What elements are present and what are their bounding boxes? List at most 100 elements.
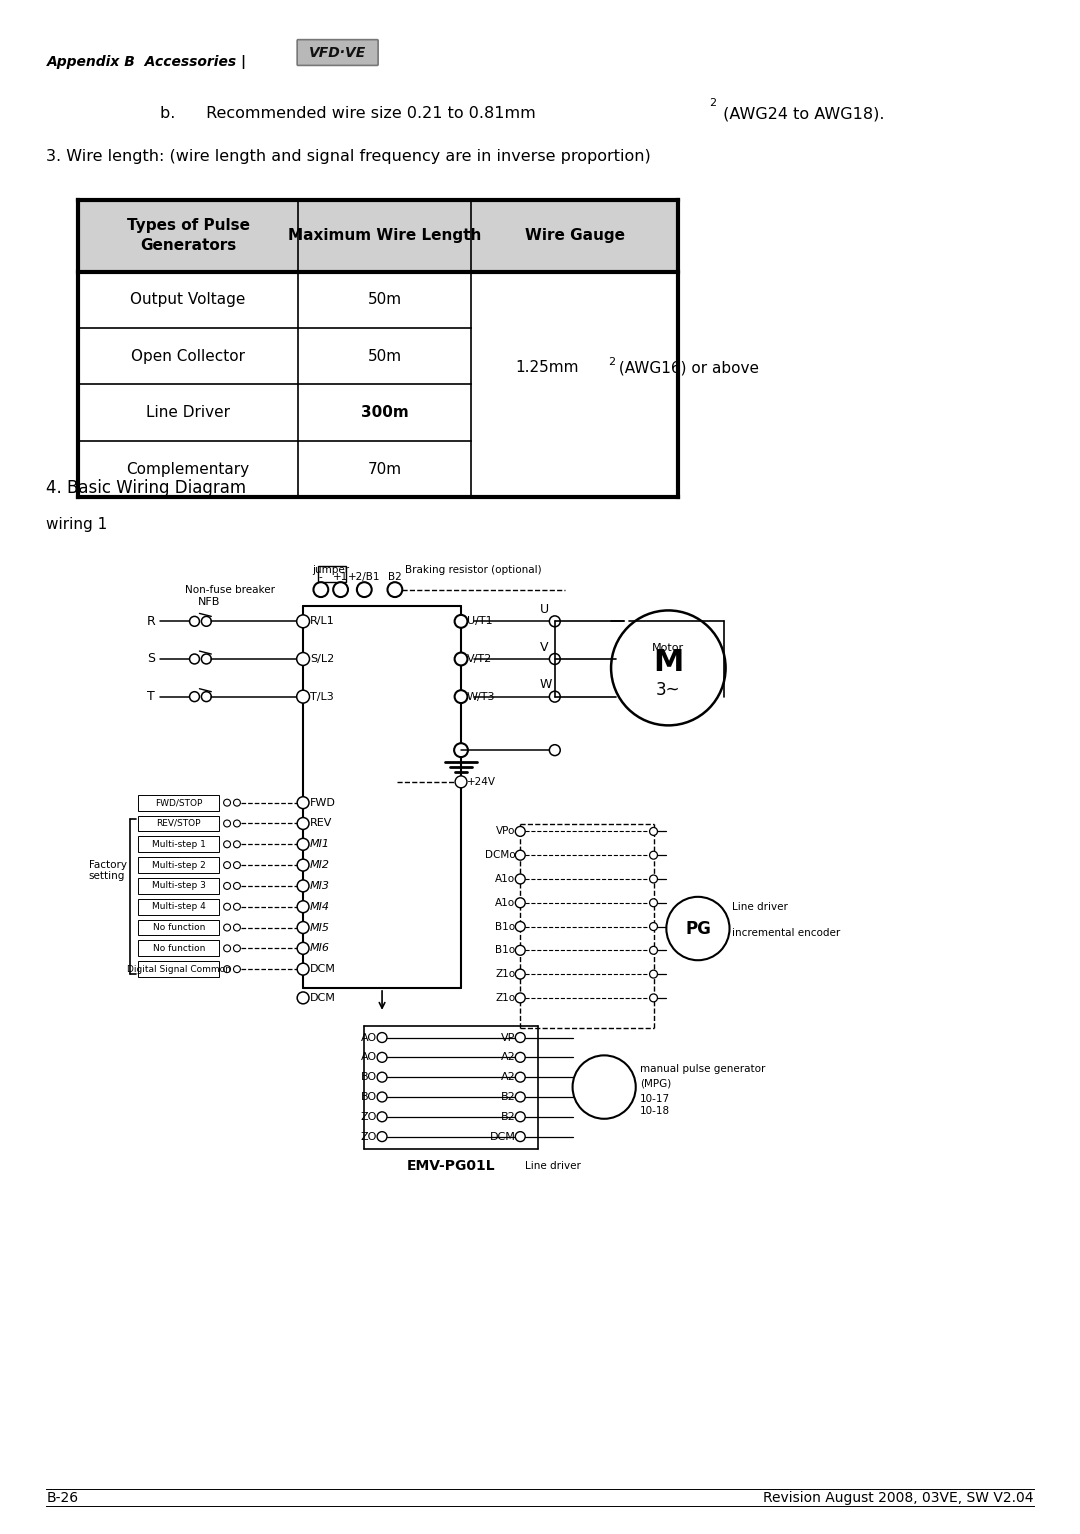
- Circle shape: [224, 882, 230, 890]
- Text: R: R: [146, 615, 156, 627]
- Text: No function: No function: [152, 923, 205, 933]
- Text: Digital Signal Common: Digital Signal Common: [126, 965, 231, 974]
- Circle shape: [515, 992, 525, 1003]
- Text: 3~: 3~: [656, 681, 680, 698]
- Bar: [138, 858, 219, 873]
- Text: MI6: MI6: [310, 943, 330, 953]
- Text: R/L1: R/L1: [310, 617, 335, 626]
- Circle shape: [454, 742, 468, 758]
- Circle shape: [224, 966, 230, 973]
- Circle shape: [297, 652, 310, 666]
- Circle shape: [515, 945, 525, 956]
- Text: M: M: [653, 649, 684, 678]
- Text: Factory: Factory: [89, 861, 126, 870]
- Text: REV/STOP: REV/STOP: [157, 819, 201, 828]
- Circle shape: [550, 653, 561, 664]
- Circle shape: [515, 922, 525, 931]
- Text: MI1: MI1: [310, 839, 330, 850]
- Circle shape: [515, 969, 525, 979]
- Text: 10-17: 10-17: [639, 1094, 670, 1104]
- Circle shape: [190, 692, 200, 701]
- Circle shape: [297, 615, 310, 627]
- Text: (AWG16) or above: (AWG16) or above: [615, 360, 759, 374]
- Text: Motor: Motor: [652, 643, 685, 653]
- Text: MI4: MI4: [310, 902, 330, 911]
- Text: REV: REV: [310, 819, 333, 828]
- Text: 50m: 50m: [367, 348, 402, 364]
- Circle shape: [649, 946, 658, 954]
- Circle shape: [515, 1132, 525, 1141]
- Text: 50m: 50m: [367, 293, 402, 307]
- Text: B2: B2: [500, 1112, 515, 1121]
- Bar: [138, 795, 219, 810]
- Text: 70m: 70m: [367, 462, 402, 477]
- Text: V: V: [540, 641, 549, 653]
- Text: No function: No function: [152, 943, 205, 953]
- Bar: [78, 199, 678, 272]
- Circle shape: [515, 1072, 525, 1081]
- Circle shape: [297, 690, 310, 703]
- Circle shape: [550, 692, 561, 703]
- Text: A1o: A1o: [496, 897, 515, 908]
- Text: B1o: B1o: [496, 945, 515, 956]
- Circle shape: [233, 966, 241, 973]
- Text: BO: BO: [361, 1072, 377, 1081]
- Text: 4. Basic Wiring Diagram: 4. Basic Wiring Diagram: [46, 479, 246, 497]
- Text: Line driver: Line driver: [732, 902, 788, 911]
- Text: Complementary: Complementary: [126, 462, 249, 477]
- Text: Output Voltage: Output Voltage: [131, 293, 246, 307]
- Circle shape: [233, 904, 241, 910]
- Circle shape: [224, 923, 230, 931]
- Text: ZO: ZO: [361, 1132, 377, 1141]
- Circle shape: [455, 690, 468, 703]
- Circle shape: [377, 1052, 387, 1063]
- Text: incremental encoder: incremental encoder: [732, 928, 840, 939]
- Circle shape: [233, 821, 241, 827]
- Circle shape: [377, 1112, 387, 1121]
- Text: FWD: FWD: [310, 798, 336, 808]
- Circle shape: [666, 897, 729, 960]
- Text: NFB: NFB: [198, 597, 220, 606]
- Text: T: T: [147, 690, 156, 703]
- Circle shape: [649, 969, 658, 979]
- Text: jumper: jumper: [312, 565, 349, 575]
- Text: manual pulse generator: manual pulse generator: [639, 1065, 765, 1074]
- Text: Line driver: Line driver: [525, 1161, 581, 1172]
- Bar: [138, 877, 219, 894]
- Text: B-26: B-26: [46, 1491, 79, 1505]
- Text: Z1o: Z1o: [496, 969, 515, 979]
- Circle shape: [515, 827, 525, 836]
- Circle shape: [233, 799, 241, 807]
- Circle shape: [297, 859, 309, 871]
- Text: Z1o: Z1o: [496, 992, 515, 1003]
- Text: (AWG24 to AWG18).: (AWG24 to AWG18).: [718, 106, 885, 121]
- Bar: [138, 962, 219, 977]
- Circle shape: [224, 945, 230, 951]
- Circle shape: [233, 841, 241, 848]
- Circle shape: [297, 881, 309, 891]
- Text: Multi-step 4: Multi-step 4: [152, 902, 205, 911]
- Text: DCM: DCM: [310, 992, 336, 1003]
- Text: Open Collector: Open Collector: [131, 348, 245, 364]
- Circle shape: [377, 1072, 387, 1081]
- Circle shape: [224, 904, 230, 910]
- Circle shape: [649, 994, 658, 1002]
- Circle shape: [377, 1132, 387, 1141]
- Circle shape: [297, 942, 309, 954]
- Circle shape: [233, 882, 241, 890]
- Text: b.      Recommended wire size 0.21 to 0.81mm: b. Recommended wire size 0.21 to 0.81mm: [160, 106, 536, 121]
- Text: DCMo: DCMo: [485, 850, 515, 861]
- Circle shape: [550, 615, 561, 627]
- Text: DCM: DCM: [489, 1132, 515, 1141]
- Text: PG: PG: [685, 919, 711, 937]
- Text: wiring 1: wiring 1: [46, 517, 108, 532]
- Text: U/T1: U/T1: [467, 617, 492, 626]
- Circle shape: [515, 874, 525, 884]
- Circle shape: [224, 862, 230, 868]
- Bar: [318, 566, 346, 581]
- Text: EMV-PG01L: EMV-PG01L: [407, 1160, 496, 1174]
- Text: +1: +1: [333, 572, 348, 581]
- Circle shape: [649, 851, 658, 859]
- Circle shape: [515, 897, 525, 908]
- Circle shape: [515, 1092, 525, 1101]
